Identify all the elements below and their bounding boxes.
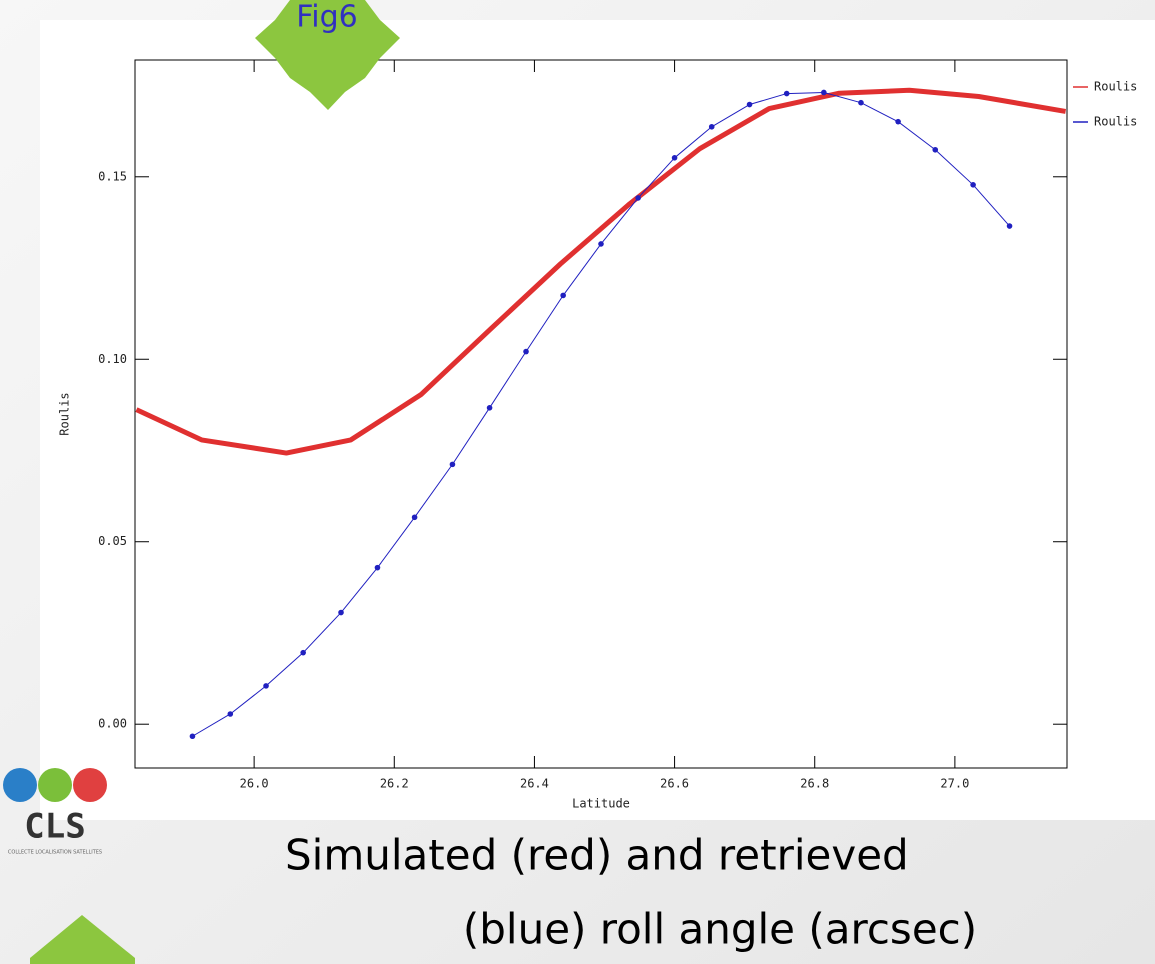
series-marker [970, 182, 976, 188]
series-marker [746, 101, 753, 108]
legend-label: Roulis [1094, 115, 1137, 129]
series-marker [560, 292, 566, 299]
series-marker [635, 195, 641, 201]
y-tick-label: 0.15 [98, 169, 127, 183]
x-tick-label: 26.4 [520, 777, 549, 791]
x-tick-label: 27.0 [940, 777, 969, 791]
series-marker [449, 461, 456, 468]
x-axis-label: Latitude [572, 797, 630, 811]
series-marker [189, 733, 196, 740]
badge: Fig6 [296, 0, 358, 35]
series-marker [486, 404, 493, 411]
y-tick-label: 0.00 [98, 717, 127, 731]
logo-tagline: COLLECTE LOCALISATION SATELLITES [8, 850, 102, 856]
series-marker [300, 649, 306, 656]
series-marker [263, 683, 269, 689]
x-tick-label: 26.6 [660, 777, 689, 791]
plot-frame [134, 59, 1068, 769]
series-marker [821, 89, 827, 96]
series-marker [932, 146, 939, 153]
series-marker [858, 99, 864, 106]
series-marker [671, 155, 678, 161]
x-tick-label: 26.0 [240, 777, 269, 791]
series-marker [598, 241, 604, 247]
legend-label: Roulis [1094, 80, 1137, 94]
series-marker [895, 118, 901, 125]
series-marker [708, 123, 715, 130]
logo-circle [3, 768, 37, 802]
series-marker [523, 348, 529, 355]
corner-shape [30, 915, 135, 964]
y-tick-label: 0.05 [98, 534, 127, 548]
series-marker [227, 711, 234, 717]
series-line [135, 87, 1067, 456]
badge-shape [255, 0, 400, 110]
plot: 26.0 26.2 26.4 26.6 26.8 27.0 0.00 0.05 0.10 0.15… [58, 59, 1137, 811]
y-tick-label: 0.10 [98, 352, 127, 366]
x-tick-label: 26.8 [800, 777, 829, 791]
x-tick-label: 26.2 [380, 777, 409, 791]
series-marker [374, 564, 381, 571]
y-axis-label: Roulis [58, 392, 72, 435]
series-marker [411, 514, 418, 521]
series-marker [338, 609, 344, 616]
caption-line: (blue) roll angle (arcsec) [463, 905, 977, 954]
logo-name: CLS [24, 807, 85, 847]
logo-circle [38, 768, 72, 802]
logo-circle [73, 768, 107, 802]
series-marker [1006, 223, 1013, 229]
caption-line: Simulated (red) and retrieved [285, 831, 909, 880]
series-marker [783, 90, 790, 97]
